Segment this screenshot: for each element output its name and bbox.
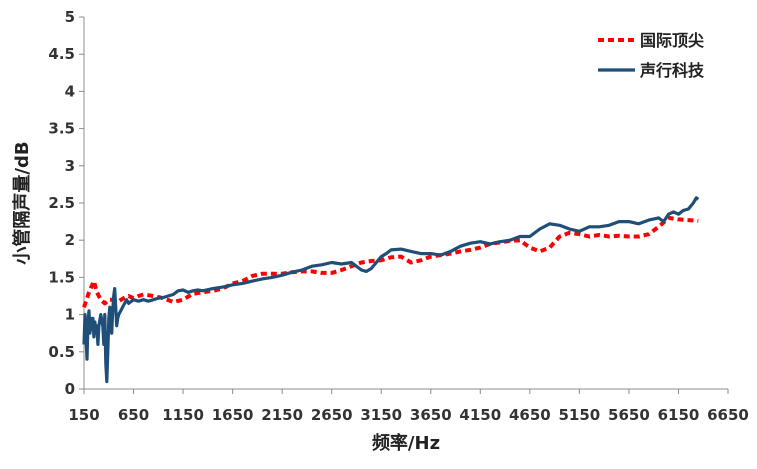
- legend-label-guoji: 国际顶尖: [640, 31, 704, 50]
- legend-label-shenghang: 声行科技: [639, 61, 705, 80]
- y-tick-label: 3.5: [48, 120, 75, 138]
- x-tick-label: 5650: [608, 406, 650, 424]
- x-tick-label: 2150: [261, 406, 303, 424]
- series-layer: [82, 196, 700, 384]
- x-tick-label: 6650: [707, 406, 749, 424]
- x-tick-label: 5150: [559, 406, 601, 424]
- x-tick-label: 4650: [509, 406, 551, 424]
- y-tick-label: 1: [65, 306, 75, 324]
- y-tick-label: 1.5: [48, 268, 75, 286]
- y-tick-label: 2.5: [48, 194, 75, 212]
- x-tick-label: 150: [68, 406, 99, 424]
- y-tick-label: 4.5: [48, 45, 75, 63]
- y-tick-label: 2: [65, 231, 75, 249]
- series-line-shenghang: [82, 196, 700, 384]
- x-axis-title: 频率/Hz: [372, 432, 440, 454]
- x-tick-label: 6150: [658, 406, 700, 424]
- y-axis-title: 小管隔声量/dB: [11, 141, 33, 264]
- y-tick-label: 5: [65, 8, 75, 26]
- x-tick-label: 3650: [410, 406, 452, 424]
- x-tick-label: 650: [118, 406, 149, 424]
- y-tick-label: 4: [65, 82, 75, 100]
- x-tick-label: 3150: [360, 406, 402, 424]
- legend: 国际顶尖 声行科技: [598, 31, 705, 80]
- x-tick-label: 1150: [162, 406, 204, 424]
- x-tick-label: 1650: [212, 406, 254, 424]
- y-tick-label: 0.5: [48, 343, 75, 361]
- series-line-guoji: [82, 215, 699, 308]
- x-tick-label: 4150: [459, 406, 501, 424]
- y-tick-label: 3: [65, 157, 75, 175]
- y-tick-label: 0: [65, 380, 75, 398]
- x-tick-label: 2650: [311, 406, 353, 424]
